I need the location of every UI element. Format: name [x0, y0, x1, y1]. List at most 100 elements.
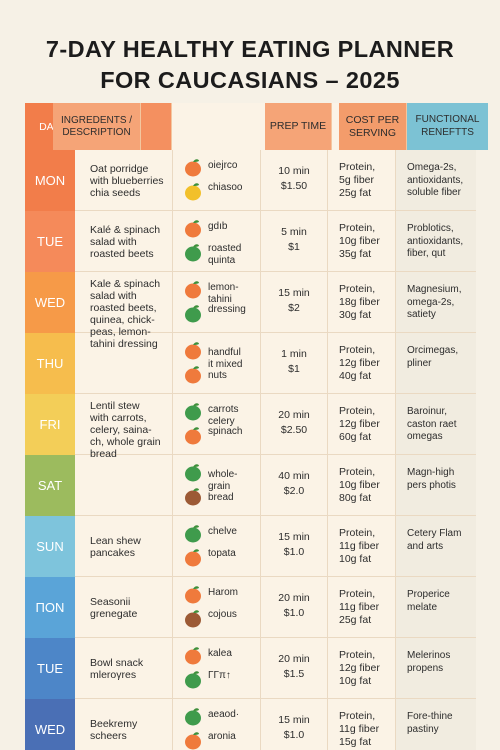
orange-food-icon — [185, 159, 201, 177]
text-line: pliner — [407, 357, 432, 369]
text-line: 10g fat — [339, 553, 372, 565]
text-line: 80g fat — [339, 492, 372, 504]
ingredient-text: gdıb — [208, 221, 227, 233]
ingredients-cell: whole-grain bread — [180, 463, 260, 511]
meal-planner-table: DAY MEAL INGREDENTS / DESCRIPTION PREP T… — [25, 103, 488, 750]
text-line: pers photis — [407, 479, 456, 491]
orange-food-icon — [185, 647, 201, 665]
prep-time-cost: 20 min $1.5 — [265, 652, 323, 682]
text-line: Protein, — [339, 588, 376, 600]
nutrition-info: Protein, 18g fiber 30g fat — [339, 283, 399, 322]
ingredient-text: Harom — [208, 587, 238, 599]
text-line: Kalé & spinach — [90, 224, 161, 236]
table-row: MON Oat porridge with blueberries chia seed… — [25, 150, 476, 211]
text-line: roasted beets, — [90, 302, 157, 314]
text-line: gdıb — [208, 221, 228, 232]
brown-food-icon — [185, 488, 201, 506]
text-line: Magn-high — [407, 467, 455, 478]
yellow-food-icon — [185, 183, 201, 201]
ingredient-text: aeaod· — [208, 709, 239, 721]
text-line: Properice — [407, 589, 450, 600]
ingredient-text: roasted quinta — [208, 243, 241, 266]
text-line: grenegate — [90, 608, 138, 620]
ingredient-text: handful it mixed nuts — [208, 347, 242, 382]
nutrition-info: Protein, 12g fiber 40g fat — [339, 344, 399, 383]
prep-time-cost: 15 min $1.0 — [265, 530, 323, 560]
text-line: Magnesium, — [407, 284, 462, 295]
text-line: pancakes — [90, 547, 135, 559]
day-label: FRI — [25, 394, 75, 455]
green-food-icon — [185, 403, 201, 421]
functional-benefits: Orcimegas, pliner — [407, 345, 475, 370]
text-line: $1.5 — [283, 668, 305, 680]
day-label: TUE — [25, 638, 75, 699]
text-line: celery — [208, 415, 235, 427]
ingredients-cell: aeaod· aronia — [180, 707, 260, 750]
meal-description: Lentil stew with carrots, celery, saina-ch… — [90, 400, 175, 460]
text-line: 10 min — [278, 165, 310, 177]
text-line: with carrots, — [90, 412, 147, 424]
functional-benefits: Properice melate — [407, 589, 475, 614]
green-food-icon — [185, 464, 201, 482]
prep-time-cost: 20 min $1.0 — [265, 591, 323, 621]
text-line: aronia — [208, 731, 236, 742]
text-line: caston raet — [407, 418, 457, 430]
text-line: scheers — [90, 730, 127, 742]
text-line: aeaod· — [208, 709, 240, 720]
text-line: 40 min — [278, 470, 310, 482]
text-line: Lentil stew — [90, 400, 140, 412]
ingredients-cell: Harom cojous — [180, 585, 260, 633]
orange-food-icon — [185, 366, 201, 384]
text-line: chiasoo — [208, 182, 243, 193]
text-line: salad with — [90, 290, 137, 302]
orange-food-icon — [185, 732, 201, 750]
ingredients-cell: handful it mixed nuts — [180, 341, 260, 389]
text-line: $1 — [288, 241, 300, 253]
text-line: 15g fat — [339, 736, 372, 748]
table-row: TUE Bowl snack mleroγres kalea ΓΓπ↑ 20 min $1.… — [25, 638, 476, 699]
text-line: $1.50 — [280, 180, 308, 192]
ingredient-text: aronia — [208, 731, 236, 743]
nutrition-info: Protein, 10g fiber 35g fat — [339, 222, 399, 261]
text-line: Protein, — [339, 344, 376, 356]
prep-time-cost: 1 min $1 — [265, 347, 323, 377]
functional-benefits: Omega-2s, antioxidants, soluble fiber — [407, 162, 475, 200]
meal-description: Bowl snack mleroγres — [90, 657, 175, 681]
meal-description: Seasonii grenegate — [90, 596, 175, 620]
text-line: Orcimegas, — [407, 345, 459, 356]
text-line: 10g fat — [339, 675, 372, 687]
text-line: oiejrco — [208, 160, 238, 171]
text-line: omega-2s, — [407, 296, 455, 308]
text-line: 40g fat — [339, 370, 372, 382]
meal-description: Oat porridge with blueberries chia seeds — [90, 163, 175, 199]
nutrition-info: Protein, 11g fiber 25g fat — [339, 588, 399, 627]
functional-benefits: Magn-high pers photis — [407, 467, 475, 492]
orange-food-icon — [185, 586, 201, 604]
text-line: 1 min — [281, 348, 307, 360]
text-line: Bowl snack — [90, 657, 144, 669]
day-label: MON — [25, 150, 75, 211]
functional-benefits: Cetery Flam and arts — [407, 528, 475, 553]
text-line: fiber, qut — [407, 248, 446, 259]
text-line: 11g fiber — [339, 601, 380, 613]
text-line: and arts — [407, 540, 444, 552]
text-line: Protein, — [339, 527, 376, 539]
text-line: tahini — [208, 293, 232, 305]
table-row: TUE Kalé & spinach salad with roasted beets… — [25, 211, 476, 272]
text-line: $1 — [288, 363, 300, 375]
header-cost: COST PER SERVING — [339, 103, 407, 150]
table-row: WED Beekremy scheers aeaod· aronia 15 min $1.0… — [25, 699, 476, 750]
text-line: Problotics, — [407, 223, 454, 234]
text-line: kalea — [208, 648, 232, 659]
prep-time-cost: 5 min $1 — [265, 225, 323, 255]
text-line: celery, saina- — [90, 424, 152, 436]
ingredients-cell: carrots celery spinach — [180, 402, 260, 450]
orange-food-icon — [185, 427, 201, 445]
text-line: quinta — [208, 254, 236, 266]
text-line: handful — [208, 347, 241, 358]
ingredients-cell: lemon-tahini dressing — [180, 280, 260, 328]
brown-food-icon — [185, 610, 201, 628]
column-divider — [260, 150, 261, 750]
text-line: quinea, chick- — [90, 314, 155, 326]
text-line: Omega-2s, — [407, 162, 457, 173]
